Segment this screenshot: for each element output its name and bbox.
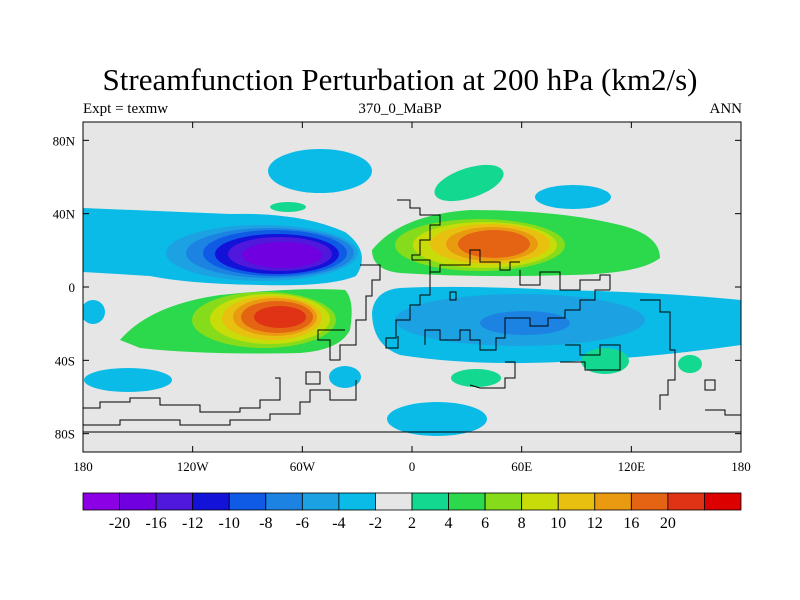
- coastline: [449, 291, 457, 301]
- contour-fill: [434, 164, 504, 202]
- colorbar-label: 12: [587, 515, 603, 532]
- x-axis: 180 120W 60W 0 60E 120E 180: [73, 122, 751, 474]
- colorbar-swatch: [338, 492, 376, 511]
- colorbar-swatch: [594, 492, 632, 511]
- colorbar-swatch: [704, 492, 742, 511]
- colorbar-label: -4: [332, 515, 345, 532]
- coastline: [469, 361, 516, 389]
- contour-fill: [242, 242, 322, 268]
- colorbar-swatch: [630, 492, 669, 511]
- coastline: [705, 409, 741, 416]
- positive-cell-middle-east: [372, 210, 660, 277]
- contour-fill: [535, 185, 611, 209]
- colorbar-label: -6: [296, 515, 309, 532]
- colorbar-swatch: [119, 492, 157, 511]
- contour-fill: [254, 306, 306, 328]
- coastlines: [83, 199, 741, 433]
- coastline: [397, 199, 441, 260]
- coastline: [385, 272, 431, 349]
- experiment-label: Expt = texmw: [83, 101, 169, 117]
- colorbar-swatch: [301, 492, 340, 511]
- contour-fill: [678, 355, 702, 373]
- colorbar-label: -12: [182, 515, 203, 532]
- x-tick-label: 60W: [290, 459, 316, 474]
- contour-fill: [480, 311, 570, 335]
- negative-cell-indian-ocean: [372, 286, 741, 364]
- colorbar-label: 6: [481, 515, 489, 532]
- contour-fill: [83, 300, 105, 324]
- coastline: [305, 371, 321, 385]
- chart-title: Streamfunction Perturbation at 200 hPa (…: [102, 62, 698, 97]
- colorbar-swatch: [265, 492, 303, 511]
- y-tick-label: 40N: [53, 207, 76, 222]
- x-tick-label: 120W: [177, 459, 210, 474]
- coastline: [83, 380, 357, 426]
- colorbar-label: -16: [145, 515, 166, 532]
- coastline: [520, 289, 610, 327]
- colorbar-label: 16: [623, 515, 639, 532]
- contour-fill: [84, 368, 172, 392]
- y-tick-label: 40S: [55, 353, 75, 368]
- coastline: [424, 317, 520, 351]
- contour-fill: [451, 369, 501, 387]
- colorbar-swatch: [557, 492, 596, 511]
- contour-fill: [458, 230, 530, 258]
- colorbar-swatch: [667, 492, 705, 511]
- contour-fill: [268, 149, 372, 193]
- season-label: ANN: [709, 101, 743, 117]
- colorbar-swatch: [448, 492, 486, 511]
- coastline: [83, 377, 281, 413]
- x-tick-label: 180: [731, 459, 751, 474]
- contour-fill: [387, 402, 487, 436]
- colorbar-label: -8: [259, 515, 272, 532]
- colorbar-swatch: [411, 492, 449, 511]
- colorbar-label: 20: [660, 515, 676, 532]
- colorbar-label: -20: [109, 515, 130, 532]
- coastline: [640, 299, 676, 410]
- colorbar-label: -10: [219, 515, 240, 532]
- y-axis: 80N 40N 0 40S 80S: [53, 133, 741, 442]
- plot-background: [83, 122, 741, 452]
- colorbar-swatch: [192, 492, 230, 511]
- colorbar-swatch: [521, 492, 559, 511]
- run-label: 370_0_MaBP: [358, 101, 442, 117]
- y-tick-label: 80S: [55, 427, 75, 442]
- coastline: [317, 264, 381, 361]
- negative-cell-north-atlantic: [83, 208, 362, 286]
- coastline: [560, 344, 621, 371]
- x-tick-label: 0: [409, 459, 416, 474]
- colorbar-swatch: [484, 492, 523, 511]
- colorbar-swatch: [375, 492, 413, 511]
- y-tick-label: 0: [69, 280, 76, 295]
- contour-fill: [270, 202, 306, 212]
- colorbar-swatch: [155, 492, 194, 511]
- coastline: [412, 249, 520, 273]
- coastline: [704, 379, 716, 391]
- colorbar-label: 10: [550, 515, 566, 532]
- colorbar: -20 -16 -12 -10 -8 -6 -4 -2 2 4 6 8 10 12 16 20: [82, 492, 742, 532]
- colorbar-label: 2: [408, 515, 416, 532]
- colorbar-swatch: [228, 492, 267, 511]
- x-tick-label: 60E: [511, 459, 532, 474]
- colorbar-label: 4: [445, 515, 453, 532]
- colorbar-label: -2: [369, 515, 382, 532]
- contour-fill: [329, 366, 361, 388]
- colorbar-label: 8: [518, 515, 526, 532]
- coastline: [519, 270, 611, 291]
- colorbar-swatch: [82, 492, 120, 511]
- y-tick-label: 80N: [53, 133, 76, 148]
- x-tick-label: 120E: [618, 459, 646, 474]
- positive-cell-south-atlantic: [120, 289, 352, 354]
- contour-fills: [83, 149, 741, 436]
- x-tick-label: 180: [73, 459, 93, 474]
